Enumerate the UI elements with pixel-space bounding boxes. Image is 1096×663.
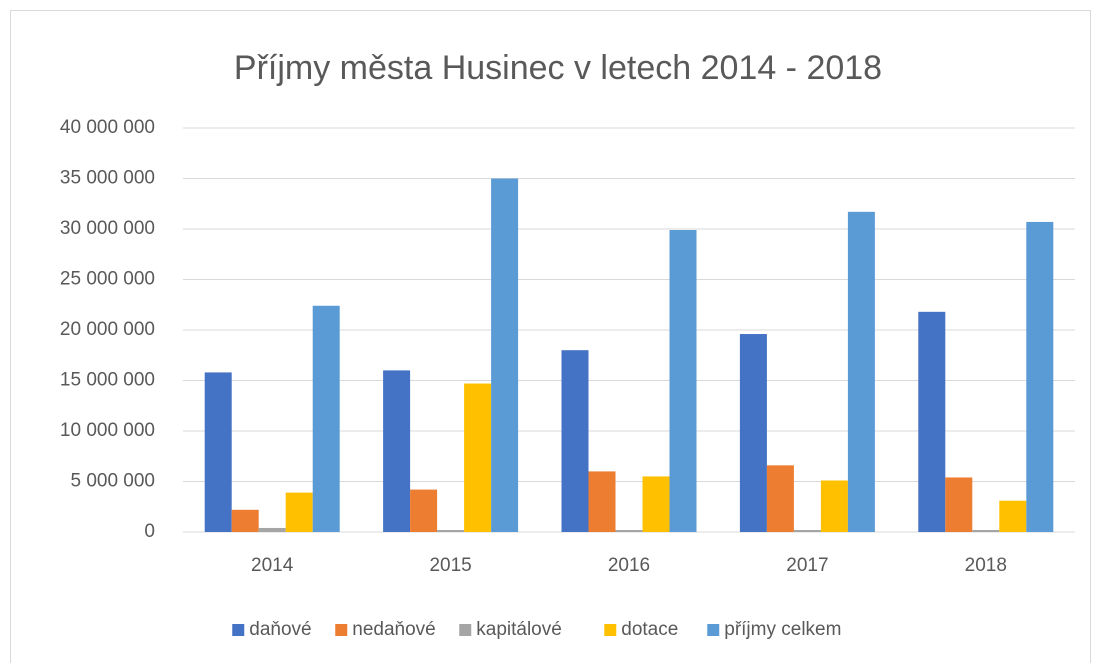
y-tick-label: 5 000 000	[70, 471, 155, 492]
legend-label: daňové	[249, 619, 311, 640]
bar	[793, 529, 821, 532]
bar	[999, 500, 1027, 532]
y-tick-label: 25 000 000	[60, 269, 155, 290]
bar	[945, 477, 973, 532]
bar	[285, 492, 313, 532]
bar	[847, 211, 875, 532]
x-tick-label: 2014	[251, 555, 294, 576]
bar	[561, 350, 589, 532]
bar	[615, 529, 643, 532]
bar	[588, 471, 616, 532]
legend-swatch	[335, 624, 348, 636]
bar	[1026, 221, 1054, 532]
bar	[739, 334, 767, 532]
bar	[410, 489, 438, 532]
chart-title: Příjmy města Husinec v letech 2014 - 201…	[234, 49, 882, 87]
bar	[766, 465, 794, 532]
bar	[383, 370, 411, 532]
legend-label: kapitálové	[476, 619, 562, 640]
y-tick-label: 0	[144, 521, 155, 542]
x-tick-label: 2018	[965, 555, 1007, 576]
y-tick-label: 40 000 000	[60, 117, 155, 138]
legend-swatch	[604, 624, 617, 636]
y-tick-label: 10 000 000	[60, 420, 155, 441]
bar	[464, 383, 492, 532]
x-tick-label: 2015	[429, 555, 471, 576]
bar	[642, 476, 670, 532]
bar	[204, 372, 232, 532]
y-tick-label: 35 000 000	[60, 168, 155, 189]
legend-swatch	[459, 624, 472, 636]
legend-label: nedaňové	[352, 619, 435, 640]
legend-swatch	[232, 624, 245, 636]
chart-frame	[10, 10, 1091, 663]
legend-swatch	[707, 624, 720, 636]
bar	[258, 527, 286, 532]
bar	[972, 529, 1000, 532]
bar	[491, 178, 519, 532]
bar	[820, 480, 848, 532]
bar	[669, 230, 697, 532]
bar	[437, 529, 465, 532]
bar	[918, 311, 946, 532]
y-tick-label: 20 000 000	[60, 319, 155, 340]
y-tick-label: 15 000 000	[60, 370, 155, 391]
legend-label: příjmy celkem	[724, 619, 841, 640]
bar	[231, 509, 259, 532]
legend-label: dotace	[621, 619, 678, 640]
x-tick-label: 2017	[786, 555, 828, 576]
x-tick-label: 2016	[608, 555, 650, 576]
bar	[312, 305, 340, 532]
y-tick-label: 30 000 000	[60, 218, 155, 239]
